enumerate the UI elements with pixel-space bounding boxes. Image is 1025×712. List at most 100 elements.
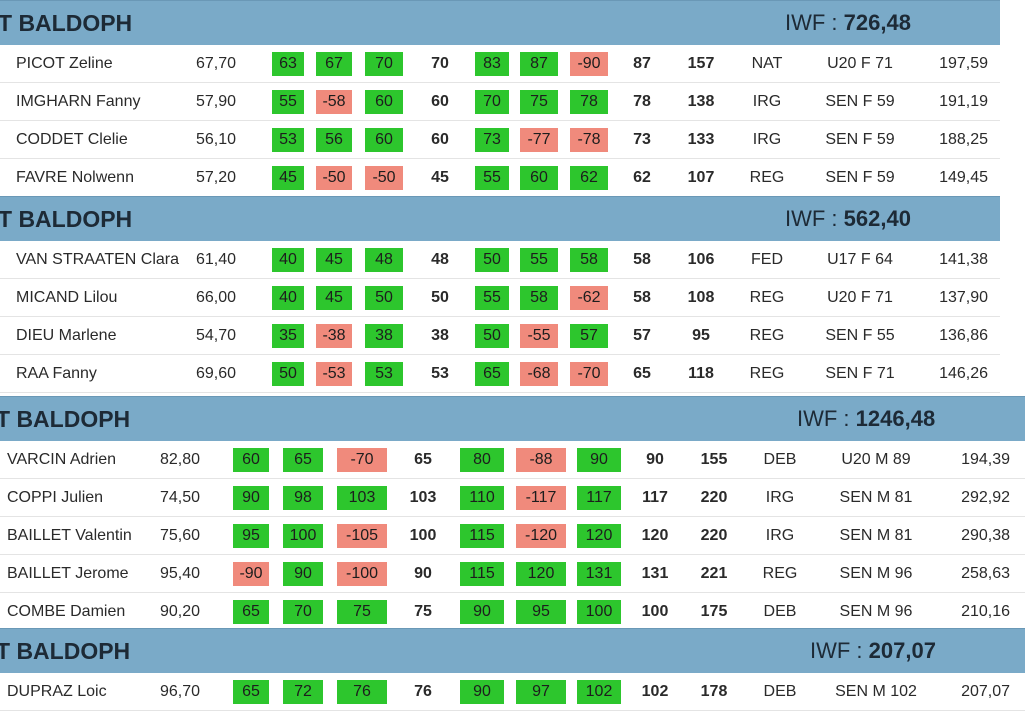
category: SEN F 71	[825, 365, 895, 382]
athlete-iwf: 292,92	[961, 489, 1010, 506]
level: REG	[762, 565, 798, 582]
bodyweight: 69,60	[196, 365, 237, 382]
clean-jerk-attempt-2: -117	[516, 486, 566, 510]
snatch-attempt-3: 60	[365, 128, 403, 152]
best-snatch: 100	[409, 527, 437, 544]
athlete-row[interactable]: MICAND Lilou 66,00 40 45 50 50 55 58 -62 58 108 REG…	[0, 279, 1000, 317]
category: SEN M 81	[839, 527, 913, 544]
athlete-iwf: 141,38	[939, 251, 988, 268]
clean-jerk-attempt-3: 90	[577, 448, 621, 472]
athlete-name: BAILLET Jerome	[7, 565, 129, 582]
bodyweight: 54,70	[196, 327, 237, 344]
snatch-attempt-2: 72	[283, 680, 323, 704]
athlete-row[interactable]: BAILLET Valentin 75,60 95 100 -105 100 115 -120…	[0, 517, 1025, 555]
clean-jerk-attempt-2: 75	[520, 90, 558, 114]
clean-jerk-attempt-3: 100	[577, 600, 621, 624]
best-clean-jerk: 100	[641, 603, 669, 620]
bodyweight: 74,50	[160, 489, 201, 506]
clean-jerk-attempt-1: 70	[475, 90, 509, 114]
total: 220	[700, 489, 728, 506]
athlete-row[interactable]: VAN STRAATEN Clara 61,40 40 45 48 48 50 55 58 58 1…	[0, 241, 1000, 279]
athlete-iwf: 210,16	[961, 603, 1010, 620]
snatch-attempt-1: 35	[272, 324, 304, 348]
snatch-attempt-1: 40	[272, 248, 304, 272]
snatch-attempt-2: 56	[316, 128, 352, 152]
athlete-row[interactable]: FAVRE Nolwenn 57,20 45 -50 -50 45 55 60 62 62 107 R…	[0, 159, 1000, 197]
clean-jerk-attempt-2: -77	[520, 128, 558, 152]
best-snatch: 75	[414, 603, 432, 620]
team-iwf-score: IWF : 562,40	[785, 197, 911, 241]
category: SEN M 81	[839, 489, 913, 506]
athlete-iwf: 146,26	[939, 365, 988, 382]
athlete-iwf: 137,90	[939, 289, 988, 306]
athlete-name: VAN STRAATEN Clara	[16, 251, 179, 268]
level: DEB	[763, 683, 797, 700]
team-name: T BALDOPH	[0, 406, 131, 432]
best-snatch: 60	[431, 131, 449, 148]
snatch-attempt-1: 60	[233, 448, 269, 472]
level: REG	[749, 289, 785, 306]
snatch-attempt-3: -105	[337, 524, 387, 548]
team-iwf-score: IWF : 726,48	[785, 1, 911, 45]
athlete-row[interactable]: RAA Fanny 69,60 50 -53 53 53 65 -68 -70 65 118 REG S…	[0, 355, 1000, 393]
snatch-attempt-1: 55	[272, 90, 304, 114]
clean-jerk-attempt-2: 97	[516, 680, 566, 704]
athlete-row[interactable]: IMGHARN Fanny 57,90 55 -58 60 60 70 75 78 78 138 IR…	[0, 83, 1000, 121]
team-name: T BALDOPH	[0, 206, 133, 232]
bodyweight: 82,80	[160, 451, 201, 468]
team-iwf-score: IWF : 207,07	[810, 629, 936, 673]
total: 107	[687, 169, 715, 186]
clean-jerk-attempt-2: 87	[520, 52, 558, 76]
snatch-attempt-2: 67	[316, 52, 352, 76]
clean-jerk-attempt-1: 115	[460, 562, 504, 586]
level: DEB	[763, 451, 797, 468]
athlete-row[interactable]: PICOT Zeline 67,70 63 67 70 70 83 87 -90 87 157 NAT…	[0, 45, 1000, 83]
best-clean-jerk: 102	[641, 683, 669, 700]
snatch-attempt-3: 50	[365, 286, 403, 310]
iwf-label: IWF :	[785, 206, 838, 231]
clean-jerk-attempt-3: 57	[570, 324, 608, 348]
category: SEN F 59	[825, 131, 895, 148]
best-clean-jerk: 73	[633, 131, 651, 148]
best-snatch: 70	[431, 55, 449, 72]
team-header: T BALDOPH IWF : 726,48	[0, 0, 1000, 45]
athlete-row[interactable]: DUPRAZ Loic 96,70 65 72 76 76 90 97 102 102 178 DEB…	[0, 673, 1025, 711]
snatch-attempt-1: 65	[233, 600, 269, 624]
clean-jerk-attempt-1: 55	[475, 286, 509, 310]
level: REG	[749, 365, 785, 382]
athlete-row[interactable]: COMBE Damien 90,20 65 70 75 75 90 95 100 100 175 DE…	[0, 593, 1025, 631]
clean-jerk-attempt-3: 62	[570, 166, 608, 190]
athlete-row[interactable]: COPPI Julien 74,50 90 98 103 103 110 -117 117 117…	[0, 479, 1025, 517]
category: SEN M 96	[839, 603, 913, 620]
bodyweight: 67,70	[196, 55, 237, 72]
best-clean-jerk: 87	[633, 55, 651, 72]
snatch-attempt-2: 90	[283, 562, 323, 586]
athlete-row[interactable]: CODDET Clelie 56,10 53 56 60 60 73 -77 -78 73 133 I…	[0, 121, 1000, 159]
clean-jerk-attempt-3: 58	[570, 248, 608, 272]
clean-jerk-attempt-1: 115	[460, 524, 504, 548]
category: U20 M 89	[841, 451, 911, 468]
level: DEB	[763, 603, 797, 620]
team-block: T BALDOPH IWF : 726,48 PICOT Zeline 67,70 63…	[0, 0, 1000, 197]
snatch-attempt-1: 53	[272, 128, 304, 152]
clean-jerk-attempt-3: -70	[570, 362, 608, 386]
snatch-attempt-2: -50	[316, 166, 352, 190]
team-header: T BALDOPH IWF : 207,07	[0, 628, 1025, 673]
athlete-row[interactable]: VARCIN Adrien 82,80 60 65 -70 65 80 -88 90 90 155 D…	[0, 441, 1025, 479]
total: 220	[700, 527, 728, 544]
athlete-row[interactable]: BAILLET Jerome 95,40 -90 90 -100 90 115 120 131 1…	[0, 555, 1025, 593]
athlete-name: DUPRAZ Loic	[7, 683, 107, 700]
level: IRG	[765, 489, 795, 506]
category: SEN F 59	[825, 93, 895, 110]
athlete-name: IMGHARN Fanny	[16, 93, 141, 110]
category: SEN M 102	[835, 683, 917, 700]
athlete-name: VARCIN Adrien	[7, 451, 117, 468]
clean-jerk-attempt-1: 50	[475, 324, 509, 348]
clean-jerk-attempt-1: 90	[460, 680, 504, 704]
iwf-label: IWF :	[797, 406, 850, 431]
clean-jerk-attempt-3: -90	[570, 52, 608, 76]
snatch-attempt-1: 50	[272, 362, 304, 386]
clean-jerk-attempt-1: 55	[475, 166, 509, 190]
clean-jerk-attempt-2: 60	[520, 166, 558, 190]
athlete-row[interactable]: DIEU Marlene 54,70 35 -38 38 38 50 -55 57 57 95 REG…	[0, 317, 1000, 355]
